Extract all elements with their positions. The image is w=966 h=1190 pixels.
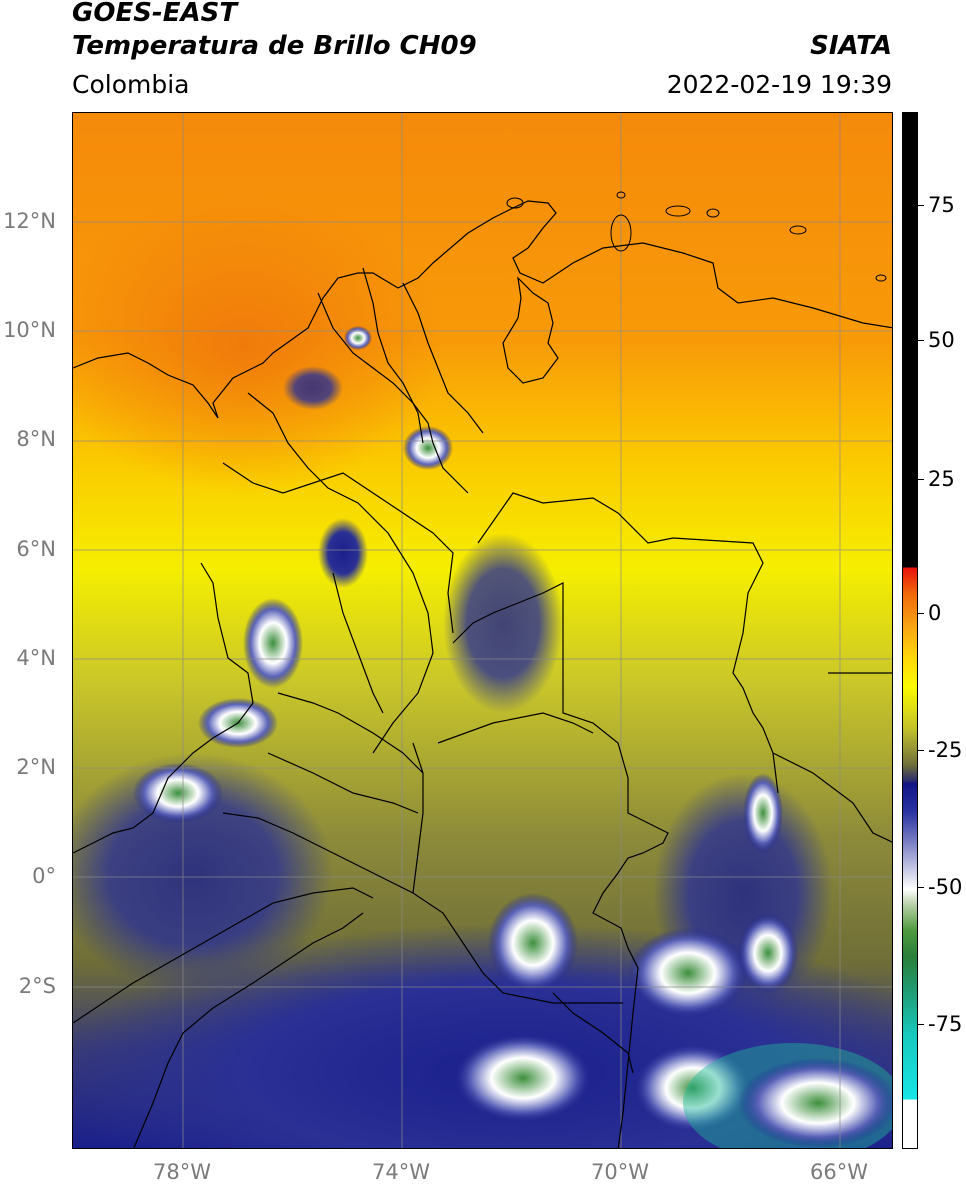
colorbar-tick: [918, 205, 924, 206]
lat-label-6n: 6°N: [16, 537, 56, 561]
lon-label-74w: 74°W: [372, 1160, 430, 1184]
colorbar-tick: [918, 887, 924, 888]
lat-label-2s: 2°S: [18, 974, 56, 998]
colorbar-label-neg25: -25: [928, 738, 963, 762]
lat-label-4n: 4°N: [16, 646, 56, 670]
colorbar: [902, 112, 918, 1149]
lon-label-78w: 78°W: [153, 1160, 211, 1184]
cloud-masses: [73, 326, 892, 1148]
lat-label-12n: 12°N: [3, 209, 56, 233]
colorbar-tick: [918, 750, 924, 751]
colorbar-label-neg75: -75: [928, 1012, 963, 1036]
colorbar-label-75: 75: [928, 193, 955, 217]
colorbar-label-50: 50: [928, 328, 955, 352]
title-product: Temperatura de Brillo CH09: [72, 31, 477, 61]
colorbar-label-25: 25: [928, 467, 955, 491]
colorbar-label-neg50: -50: [928, 875, 963, 899]
colorbar-label-0: 0: [928, 601, 942, 625]
colorbar-tick: [918, 613, 924, 614]
lon-label-66w: 66°W: [810, 1160, 868, 1184]
map-canvas: [73, 113, 892, 1148]
gridlines: [73, 113, 892, 1148]
region-label: Colombia: [72, 70, 190, 99]
source-label: SIATA: [810, 31, 892, 61]
lat-label-2n: 2°N: [16, 755, 56, 779]
colorbar-tick: [918, 1024, 924, 1025]
title-satellite: GOES-EAST: [72, 0, 238, 28]
lat-label-0: 0°: [32, 864, 56, 888]
datetime-label: 2022-02-19 19:39: [666, 70, 892, 99]
lat-label-10n: 10°N: [3, 318, 56, 342]
colorbar-tick: [918, 340, 924, 341]
islands: [506, 191, 887, 282]
coastlines-and-borders: [73, 200, 892, 1148]
lon-label-70w: 70°W: [591, 1160, 649, 1184]
colorbar-tick: [918, 479, 924, 480]
lat-label-8n: 8°N: [16, 427, 56, 451]
satellite-map[interactable]: [72, 112, 893, 1149]
